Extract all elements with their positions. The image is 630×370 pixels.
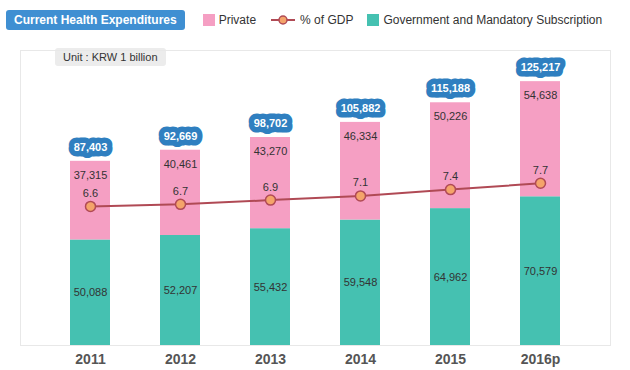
svg-text:50,226: 50,226 [434, 110, 468, 122]
svg-text:125,217: 125,217 [521, 61, 561, 73]
svg-text:2014: 2014 [345, 351, 376, 367]
svg-text:52,207: 52,207 [164, 284, 198, 296]
svg-text:43,270: 43,270 [254, 145, 288, 157]
svg-text:64,962: 64,962 [434, 271, 468, 283]
svg-text:92,669: 92,669 [164, 130, 198, 142]
svg-text:2015: 2015 [435, 351, 466, 367]
svg-text:46,334: 46,334 [344, 130, 378, 142]
html-text:Unit : KRW 1 billion: Unit : KRW 1 billion [63, 51, 158, 63]
svg-text:50,088: 50,088 [74, 286, 108, 298]
html-text:Government and Mandatory Subsc: Government and Mandatory Subscription [383, 13, 603, 27]
svg-text:6.6: 6.6 [83, 187, 98, 199]
svg-text:37,315: 37,315 [74, 169, 108, 181]
svg-text:59,548: 59,548 [344, 276, 378, 288]
svg-text:7.1: 7.1 [353, 176, 368, 188]
svg-text:54,638: 54,638 [524, 89, 558, 101]
svg-text:98,702: 98,702 [254, 117, 288, 129]
svg-text:70,579: 70,579 [524, 265, 558, 277]
html-text:Private: Private [218, 13, 257, 27]
svg-text:2016p: 2016p [521, 351, 561, 367]
svg-text:40,461: 40,461 [164, 158, 198, 170]
svg-text:2013: 2013 [255, 351, 286, 367]
svg-text:7.4: 7.4 [443, 170, 458, 182]
svg-text:87,403: 87,403 [74, 141, 108, 153]
svg-text:6.9: 6.9 [263, 181, 278, 193]
html-text:Current Health Expenditures: Current Health Expenditures [14, 13, 177, 27]
html-text:% of GDP: % of GDP [300, 13, 354, 27]
svg-text:105,882: 105,882 [341, 102, 381, 114]
svg-text:6.7: 6.7 [173, 185, 188, 197]
svg-text:2011: 2011 [75, 351, 106, 367]
svg-text:55,432: 55,432 [254, 281, 288, 293]
svg-text:115,188: 115,188 [431, 82, 470, 94]
svg-text:7.7: 7.7 [533, 164, 548, 176]
svg-text:2012: 2012 [165, 351, 196, 367]
